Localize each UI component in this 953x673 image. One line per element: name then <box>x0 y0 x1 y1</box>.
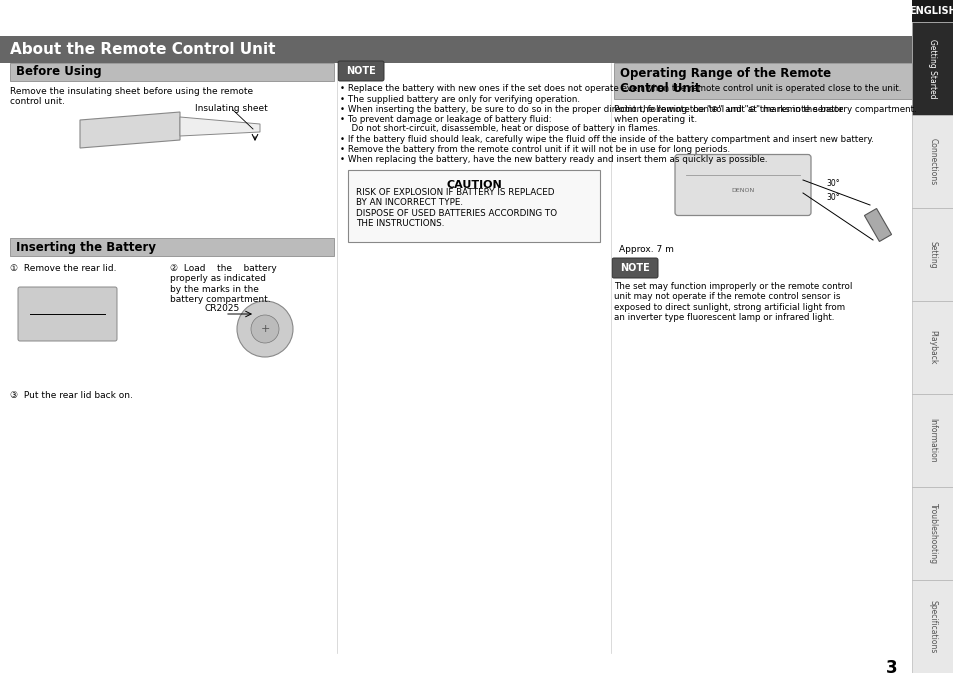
Bar <box>911 580 953 673</box>
Polygon shape <box>80 112 180 148</box>
Text: Operating Range of the Remote
Control Unit: Operating Range of the Remote Control Un… <box>619 67 830 95</box>
Text: Inserting the Battery: Inserting the Battery <box>16 240 156 254</box>
Bar <box>348 170 599 242</box>
Text: • When inserting the battery, be sure to do so in the proper direction, followin: • When inserting the battery, be sure to… <box>339 105 916 114</box>
Text: • The supplied battery are only for verifying operation.: • The supplied battery are only for veri… <box>339 94 579 104</box>
Text: Before Using: Before Using <box>16 65 102 79</box>
FancyBboxPatch shape <box>337 61 384 81</box>
Text: Information: Information <box>927 418 937 463</box>
Bar <box>0 36 911 63</box>
Text: DENON: DENON <box>731 188 754 192</box>
Bar <box>911 394 953 487</box>
Text: Specifications: Specifications <box>927 600 937 653</box>
Text: ②  Load    the    battery
properly as indicated
by the marks in the
battery comp: ② Load the battery properly as indicated… <box>170 264 276 304</box>
Text: ③  Put the rear lid back on.: ③ Put the rear lid back on. <box>10 391 132 400</box>
Text: NOTE: NOTE <box>619 263 649 273</box>
Text: 3: 3 <box>885 659 897 673</box>
FancyBboxPatch shape <box>18 287 117 341</box>
Text: About the Remote Control Unit: About the Remote Control Unit <box>10 42 275 57</box>
Text: Approx. 7 m: Approx. 7 m <box>618 245 673 254</box>
Circle shape <box>236 301 293 357</box>
Text: • Replace the battery with new ones if the set does not operate even when the re: • Replace the battery with new ones if t… <box>339 84 901 93</box>
Text: • Remove the battery from the remote control unit if it will not be in use for l: • Remove the battery from the remote con… <box>339 145 729 154</box>
Text: Playback: Playback <box>927 330 937 365</box>
Text: +: + <box>260 324 270 334</box>
Bar <box>10 238 334 256</box>
Text: Getting Started: Getting Started <box>927 38 937 98</box>
Text: 30°: 30° <box>825 178 839 188</box>
Bar <box>10 63 334 81</box>
Text: Insulating sheet: Insulating sheet <box>194 104 268 113</box>
Polygon shape <box>863 209 891 242</box>
Bar <box>911 115 953 208</box>
Text: CR2025: CR2025 <box>205 304 240 313</box>
Text: • To prevent damage or leakage of battery fluid:: • To prevent damage or leakage of batter… <box>339 116 551 125</box>
Text: Setting: Setting <box>927 241 937 269</box>
Text: Troubleshooting: Troubleshooting <box>927 503 937 564</box>
Polygon shape <box>180 117 260 136</box>
Text: NOTE: NOTE <box>346 66 375 76</box>
Text: ①  Remove the rear lid.: ① Remove the rear lid. <box>10 264 116 273</box>
Text: The set may function improperly or the remote control
unit may not operate if th: The set may function improperly or the r… <box>614 282 851 322</box>
Bar <box>911 0 953 22</box>
FancyBboxPatch shape <box>675 155 810 215</box>
Bar <box>911 487 953 580</box>
Bar <box>911 301 953 394</box>
Bar <box>911 208 953 301</box>
FancyBboxPatch shape <box>612 258 658 278</box>
Text: CAUTION: CAUTION <box>446 180 501 190</box>
Text: Point the remote control unit at the remote sensor
when operating it.: Point the remote control unit at the rem… <box>614 105 842 125</box>
Circle shape <box>251 315 278 343</box>
Text: ENGLISH: ENGLISH <box>908 6 953 16</box>
Bar <box>614 63 911 99</box>
Text: RISK OF EXPLOSION IF BATTERY IS REPLACED
BY AN INCORRECT TYPE.
DISPOSE OF USED B: RISK OF EXPLOSION IF BATTERY IS REPLACED… <box>355 188 557 228</box>
Text: Remove the insulating sheet before using the remote
control unit.: Remove the insulating sheet before using… <box>10 87 253 106</box>
Text: Connections: Connections <box>927 138 937 185</box>
Text: 30°: 30° <box>825 192 839 201</box>
Bar <box>911 22 953 115</box>
Text: Do not short-circuit, disassemble, heat or dispose of battery in flames.: Do not short-circuit, disassemble, heat … <box>346 124 659 133</box>
Text: • If the battery fluid should leak, carefully wipe the fluid off the inside of t: • If the battery fluid should leak, care… <box>339 135 873 143</box>
Text: • When replacing the battery, have the new battery ready and insert them as quic: • When replacing the battery, have the n… <box>339 155 767 164</box>
